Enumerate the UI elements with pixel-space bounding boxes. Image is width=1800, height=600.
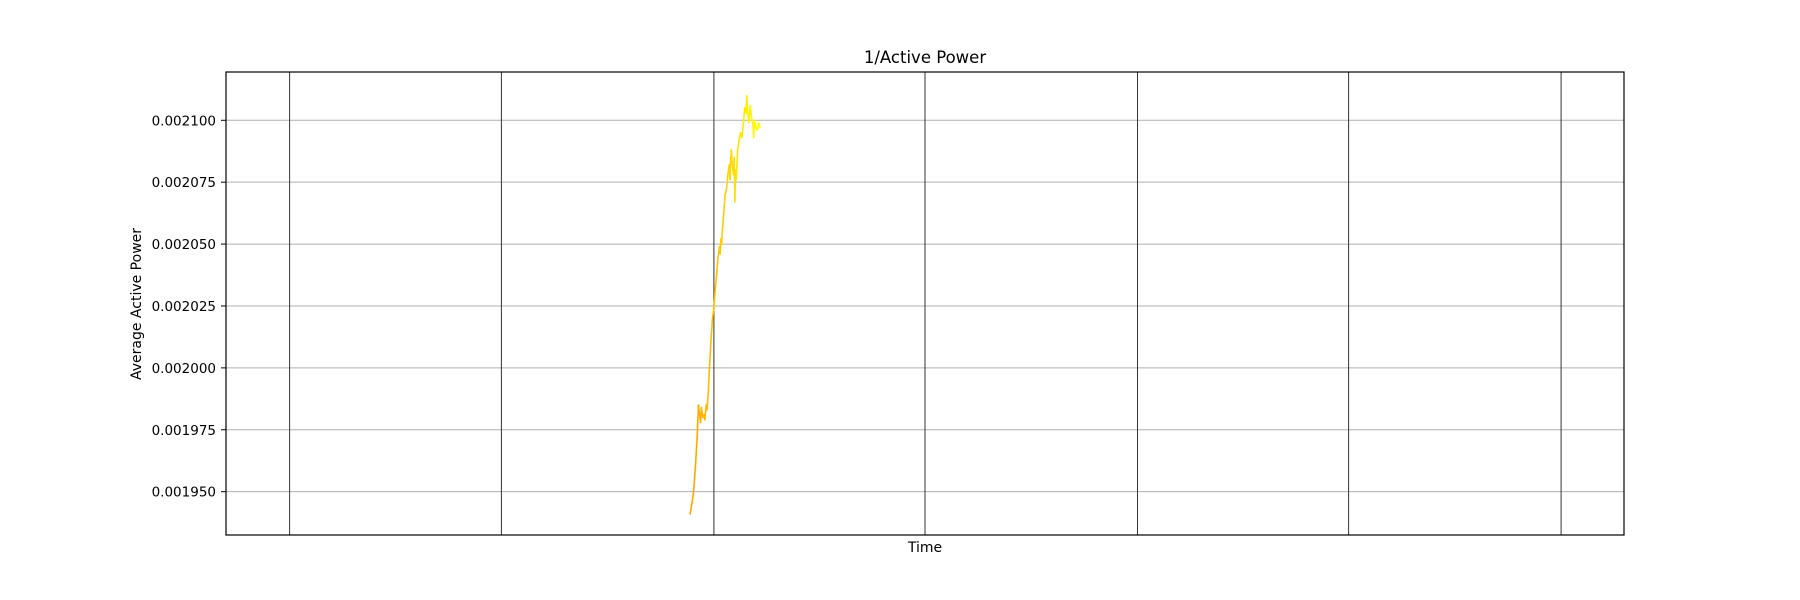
y-tick-label: 0.001975 (152, 423, 216, 439)
series-line-segment (707, 362, 711, 394)
series-line-segment (714, 272, 718, 290)
series-line-segment (725, 173, 729, 191)
series-line-segment (692, 461, 697, 493)
y-tick-label: 0.002075 (152, 175, 216, 191)
series-line-segment (749, 104, 753, 119)
y-tick-label: 0.002025 (152, 299, 216, 315)
series-line-segment (730, 149, 733, 164)
series-line-segment (729, 159, 732, 181)
series-line-segment (742, 107, 746, 127)
y-axis-ticks: 0.001950 0.001975 0.002000 0.002025 0.002050… (152, 113, 226, 501)
series-line-segment (715, 255, 719, 275)
y-axis-label: Average Active Power (129, 228, 145, 380)
series-line-segment (736, 139, 740, 151)
chart-title: 1/Active Power (864, 48, 986, 67)
y-tick-label: 0.002100 (152, 113, 216, 129)
series-line-segment (745, 94, 749, 112)
series-line-segment (721, 213, 725, 233)
y-tick-label: 0.002050 (152, 237, 216, 253)
y-tick-label: 0.001950 (152, 485, 216, 501)
series-line (689, 94, 761, 515)
series-line-segment (735, 149, 739, 181)
series-line-segment (694, 436, 698, 463)
series-line-segment (691, 490, 695, 503)
series-line-segment (753, 119, 757, 129)
series-line-segment (711, 307, 715, 320)
series-line-segment (757, 121, 761, 129)
series-line-segment (697, 404, 701, 414)
series-line-segment (741, 124, 745, 139)
y-tick-label: 0.002000 (152, 361, 216, 377)
grid (226, 72, 1624, 535)
plot-frame (225, 71, 1625, 536)
series-line-segment (708, 337, 712, 364)
series-line-segment (750, 117, 754, 127)
series-line-segment (689, 500, 694, 515)
series-line-segment (706, 391, 710, 411)
series-line-segment (713, 287, 717, 310)
series-line-segment (722, 193, 726, 216)
series-line-segment (720, 230, 724, 245)
x-axis-label: Time (907, 540, 942, 556)
series-line-segment (700, 406, 704, 419)
series-line-segment (724, 188, 728, 196)
series-line-segment (710, 317, 714, 339)
